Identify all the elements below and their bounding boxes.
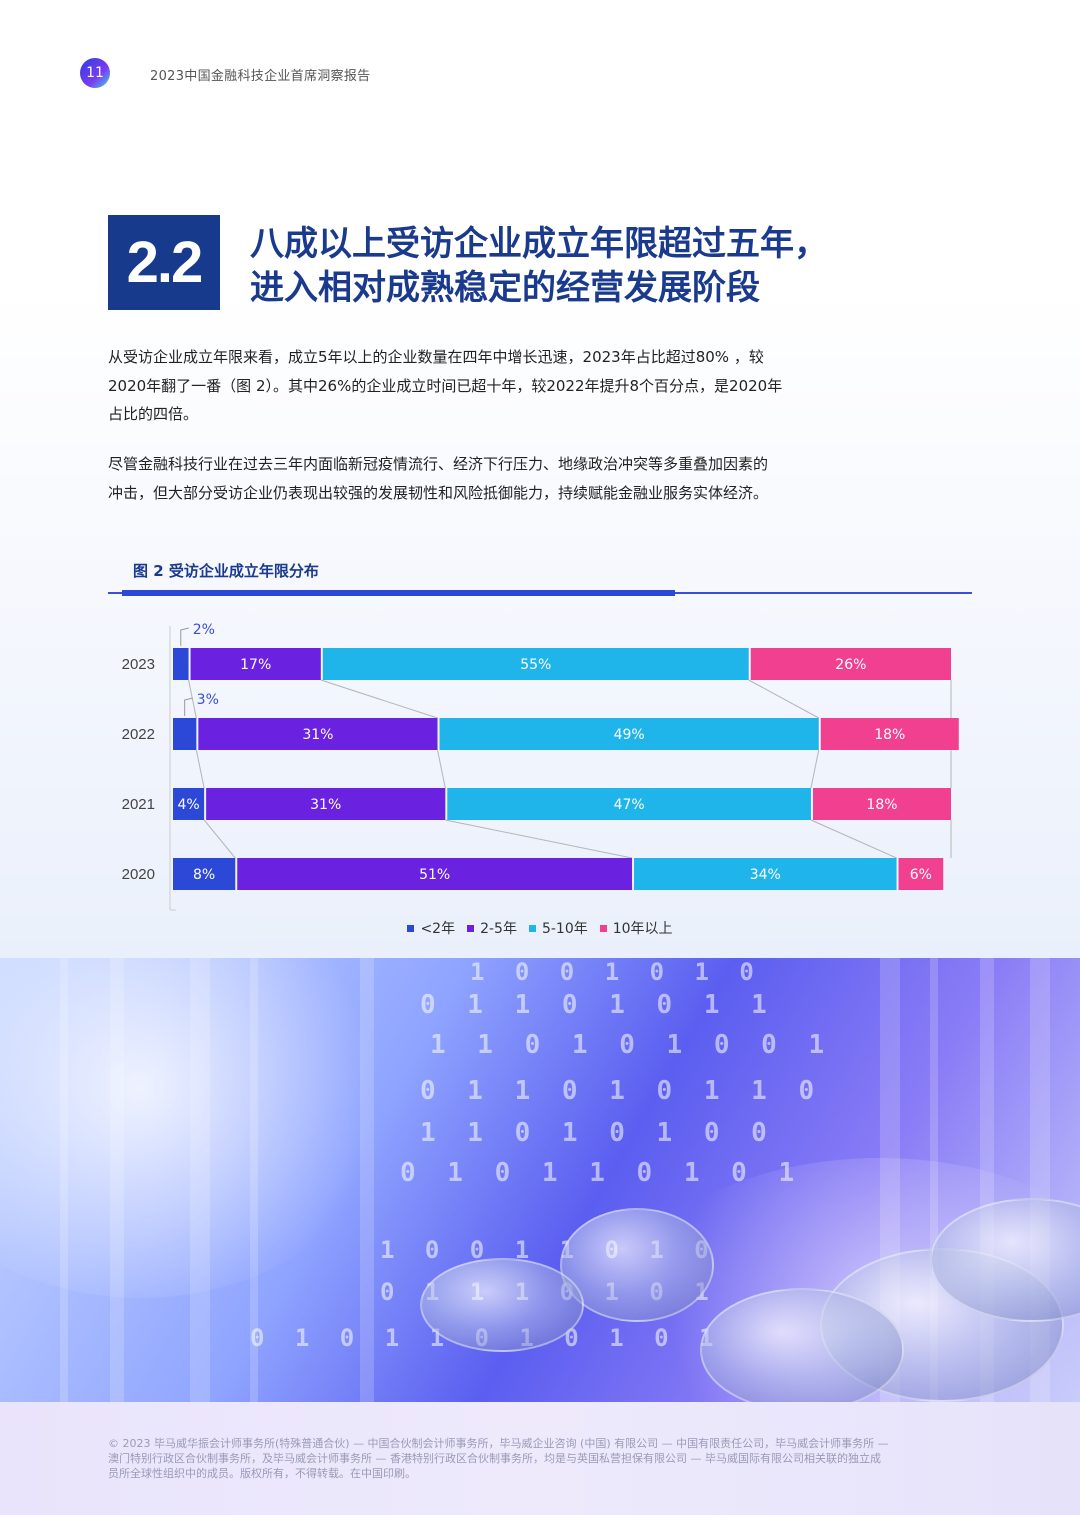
data-column bbox=[250, 958, 258, 1402]
legend-item: <2年 bbox=[407, 918, 455, 938]
legend-label: 10年以上 bbox=[612, 921, 673, 937]
connector-line bbox=[810, 749, 820, 789]
connector-line bbox=[437, 749, 446, 789]
data-label: 17% bbox=[240, 657, 271, 673]
data-column bbox=[360, 958, 374, 1402]
binary-digits: 1 0 0 1 0 1 0 bbox=[470, 958, 762, 986]
section-heading-line: 八成以上受访企业成立年限超过五年， bbox=[250, 224, 828, 264]
legend-swatch bbox=[467, 924, 475, 932]
document-title: 2023中国金融科技企业首席洞察报告 bbox=[150, 69, 371, 84]
data-column bbox=[60, 958, 68, 1402]
data-label: 3% bbox=[197, 692, 219, 708]
legend-swatch bbox=[599, 924, 607, 932]
coin-stack bbox=[420, 1258, 584, 1352]
legend-swatch bbox=[528, 924, 536, 932]
legend-swatch bbox=[407, 924, 415, 932]
chart-legend: <2年 2-5年 5-10年 10年以上 bbox=[0, 918, 1080, 938]
chart-title-accent-bar bbox=[122, 590, 675, 596]
data-column bbox=[930, 958, 938, 1402]
bar-segment bbox=[190, 648, 321, 680]
binary-digits: 1 1 0 1 0 1 0 0 bbox=[420, 1118, 775, 1148]
category-label: 2022 bbox=[122, 726, 155, 743]
bar-segment bbox=[322, 648, 749, 680]
data-label: 8% bbox=[193, 867, 215, 883]
bar-segment bbox=[173, 858, 236, 890]
paragraph-line: 2020年翻了一番（图 2）。其中26%的企业成立时间已超十年，较2022年提升… bbox=[108, 376, 783, 395]
connector-line bbox=[320, 679, 438, 719]
paragraph-line: 冲击，但大部分受访企业仍表现出较强的发展韧性和风险抵御能力，持续赋能金融业服务实… bbox=[108, 483, 769, 502]
data-label: 34% bbox=[750, 867, 781, 883]
body-paragraph: 尽管金融科技行业在过去三年内面临新冠疫情流行、经济下行压力、地缘政治冲突等多重叠… bbox=[108, 450, 838, 507]
footer-line: 澳门特别行政区合伙制事务所，及毕马威会计师事务所 — 香港特别行政区合伙制事务所… bbox=[108, 1452, 881, 1465]
footer-background bbox=[0, 1402, 1080, 1515]
bar-segment bbox=[439, 718, 819, 750]
section-number: 2.2 bbox=[108, 215, 220, 310]
bar-segment bbox=[198, 718, 438, 750]
legend-label: 5-10年 bbox=[541, 921, 588, 937]
paragraph-line: 占比的四倍。 bbox=[108, 405, 199, 423]
category-label: 2021 bbox=[122, 796, 155, 813]
bar-segment bbox=[447, 788, 811, 820]
data-label: 18% bbox=[874, 727, 905, 743]
data-label: 18% bbox=[866, 797, 897, 813]
coin-stack bbox=[700, 1288, 904, 1402]
bar-segment bbox=[634, 858, 897, 890]
legend-label: 2-5年 bbox=[480, 921, 517, 937]
binary-digits: 0 1 1 0 1 0 1 1 0 bbox=[420, 1076, 823, 1106]
data-label: 47% bbox=[614, 797, 645, 813]
callout-line bbox=[180, 627, 189, 646]
coin-stack bbox=[560, 1208, 714, 1322]
bar-segment bbox=[820, 718, 959, 750]
data-label: 55% bbox=[520, 657, 551, 673]
binary-digits: 1 1 0 1 0 1 0 0 1 bbox=[430, 1030, 833, 1060]
category-label: 2020 bbox=[122, 866, 155, 883]
data-label: 2% bbox=[193, 622, 215, 638]
stacked-bar-chart: 2023 2% 17% 55% 26% 2022 3% 31% 49% 18% 2021 4% 31% 4… bbox=[122, 622, 959, 911]
connector-line bbox=[748, 679, 819, 719]
coin-stack bbox=[930, 1198, 1080, 1322]
bar-segment bbox=[173, 788, 205, 820]
bar-segment bbox=[206, 788, 446, 820]
data-label: 31% bbox=[302, 727, 333, 743]
paragraph-line: 从受访企业成立年限来看，成立5年以上的企业数量在四年中增长迅速，2023年占比超… bbox=[108, 348, 764, 366]
connector-line bbox=[188, 679, 197, 719]
legend-label: <2年 bbox=[420, 921, 456, 937]
footer-line: © 2023 毕马威华振会计师事务所(特殊普通合伙) — 中国合伙制会计师事务所… bbox=[108, 1437, 889, 1450]
paragraph-line: 尽管金融科技行业在过去三年内面临新冠疫情流行、经济下行压力、地缘政治冲突等多重叠… bbox=[108, 455, 769, 473]
footer-copyright: © 2023 毕马威华振会计师事务所(特殊普通合伙) — 中国合伙制会计师事务所… bbox=[108, 1436, 978, 1481]
legend-item: 5-10年 bbox=[528, 918, 588, 938]
section-heading-line: 进入相对成熟稳定的经营发展阶段 bbox=[250, 268, 760, 308]
section-heading: 八成以上受访企业成立年限超过五年， 进入相对成熟稳定的经营发展阶段 bbox=[250, 222, 1010, 310]
data-label: 4% bbox=[177, 797, 199, 813]
chart-title: 图 2 受访企业成立年限分布 bbox=[133, 562, 319, 580]
binary-digits: 0 1 1 0 1 0 1 1 bbox=[420, 990, 775, 1020]
connector-line bbox=[445, 819, 633, 859]
callout-line bbox=[184, 697, 193, 716]
connector-line bbox=[195, 749, 205, 789]
page-number-badge: 11 bbox=[80, 58, 110, 88]
footer-line: 员所全球性组织中的成员。版权所有，不得转载。在中国印刷。 bbox=[108, 1467, 416, 1480]
data-label: 31% bbox=[310, 797, 341, 813]
data-column bbox=[190, 958, 210, 1402]
bar-segment bbox=[812, 788, 951, 820]
category-label: 2023 bbox=[122, 656, 155, 673]
data-label: 6% bbox=[910, 867, 932, 883]
legend-item: 2-5年 bbox=[467, 918, 517, 938]
data-column bbox=[110, 958, 124, 1402]
bar-segment bbox=[173, 718, 197, 750]
data-label: 26% bbox=[835, 657, 866, 673]
data-label: 51% bbox=[419, 867, 450, 883]
legend-item: 10年以上 bbox=[599, 918, 673, 938]
connector-line bbox=[810, 819, 897, 859]
bar-segment bbox=[237, 858, 633, 890]
connector-line bbox=[203, 819, 236, 859]
bar-segment bbox=[898, 858, 944, 890]
data-label: 49% bbox=[614, 727, 645, 743]
body-paragraph: 从受访企业成立年限来看，成立5年以上的企业数量在四年中增长迅速，2023年占比超… bbox=[108, 343, 838, 429]
hero-fintech-image: 1 0 0 1 0 1 0 0 1 1 0 1 0 1 1 1 1 0 1 0 1 … bbox=[0, 958, 1080, 1402]
bar-segment bbox=[750, 648, 951, 680]
bar-segment bbox=[173, 648, 189, 680]
binary-digits: 0 1 0 1 1 0 1 0 1 bbox=[400, 1158, 803, 1188]
